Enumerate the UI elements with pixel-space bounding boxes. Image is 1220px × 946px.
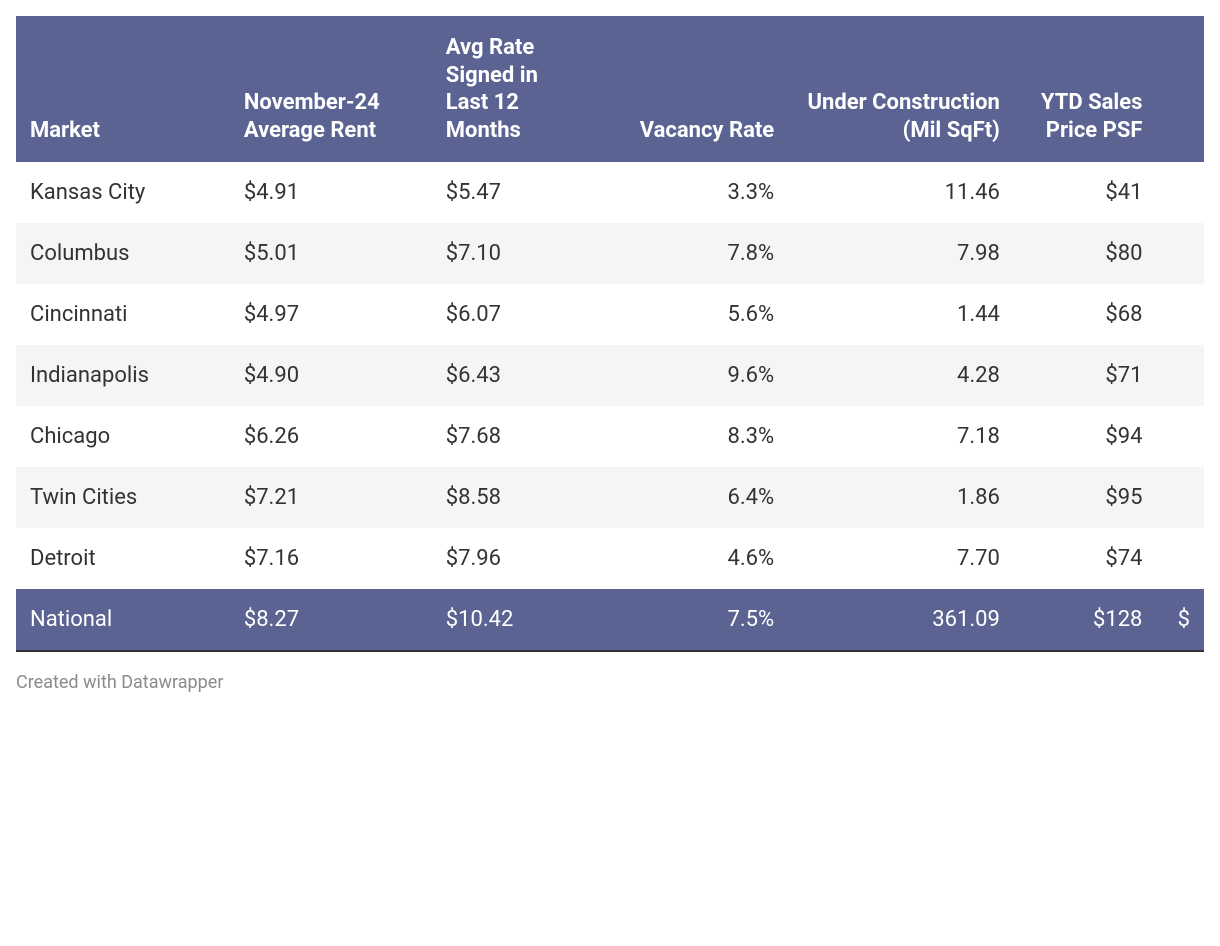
column-header: YTD Sales Price PSF — [1014, 16, 1157, 162]
table-cell — [1156, 223, 1204, 284]
table-cell: 7.8% — [598, 223, 788, 284]
table-row: Indianapolis$4.90$6.439.6%4.28$71 — [16, 345, 1204, 406]
table-cell: $80 — [1014, 223, 1157, 284]
table-cell: 4.28 — [788, 345, 1014, 406]
table-cell: $6.07 — [432, 284, 598, 345]
table-cell: $5.47 — [432, 162, 598, 223]
table-cell: $ — [1156, 589, 1204, 651]
column-header: Avg Rate Signed in Last 12 Months — [432, 16, 598, 162]
table-cell: 6.4% — [598, 467, 788, 528]
table-cell — [1156, 406, 1204, 467]
table-cell: $7.68 — [432, 406, 598, 467]
table-cell: $74 — [1014, 528, 1157, 589]
attribution-text: Created with Datawrapper — [16, 652, 1204, 693]
table-cell: 1.86 — [788, 467, 1014, 528]
table-cell: $68 — [1014, 284, 1157, 345]
table-cell: 3.3% — [598, 162, 788, 223]
table-cell: 7.70 — [788, 528, 1014, 589]
table-cell: $10.42 — [432, 589, 598, 651]
table-cell: $7.10 — [432, 223, 598, 284]
table-header: MarketNovember-24 Average RentAvg Rate S… — [16, 16, 1204, 162]
table-cell: $7.96 — [432, 528, 598, 589]
table-cell: 7.18 — [788, 406, 1014, 467]
column-header — [1156, 16, 1204, 162]
table-cell — [1156, 284, 1204, 345]
table-cell: $95 — [1014, 467, 1157, 528]
table-cell: 5.6% — [598, 284, 788, 345]
table-cell: $7.21 — [230, 467, 432, 528]
table-cell: $6.43 — [432, 345, 598, 406]
table-cell — [1156, 528, 1204, 589]
table-cell: $4.90 — [230, 345, 432, 406]
table-cell: National — [16, 589, 230, 651]
column-header: November-24 Average Rent — [230, 16, 432, 162]
table-cell: 4.6% — [598, 528, 788, 589]
table-cell: $128 — [1014, 589, 1157, 651]
table-cell: $8.58 — [432, 467, 598, 528]
total-row: National$8.27$10.427.5%361.09$128$ — [16, 589, 1204, 651]
table-cell — [1156, 162, 1204, 223]
table-cell: 9.6% — [598, 345, 788, 406]
table-cell: Indianapolis — [16, 345, 230, 406]
table-body: Kansas City$4.91$5.473.3%11.46$41Columbu… — [16, 162, 1204, 651]
table-cell: $8.27 — [230, 589, 432, 651]
table-cell: $7.16 — [230, 528, 432, 589]
table-cell: Twin Cities — [16, 467, 230, 528]
column-header: Under Construction (Mil SqFt) — [788, 16, 1014, 162]
table-cell — [1156, 345, 1204, 406]
table-row: Columbus$5.01$7.107.8%7.98$80 — [16, 223, 1204, 284]
table-cell — [1156, 467, 1204, 528]
table-cell: $6.26 — [230, 406, 432, 467]
table-cell: Chicago — [16, 406, 230, 467]
header-row: MarketNovember-24 Average RentAvg Rate S… — [16, 16, 1204, 162]
table-row: Cincinnati$4.97$6.075.6%1.44$68 — [16, 284, 1204, 345]
table-cell: Kansas City — [16, 162, 230, 223]
table-row: Chicago$6.26$7.688.3%7.18$94 — [16, 406, 1204, 467]
table-row: Twin Cities$7.21$8.586.4%1.86$95 — [16, 467, 1204, 528]
market-table: MarketNovember-24 Average RentAvg Rate S… — [16, 16, 1204, 652]
table-cell: $4.91 — [230, 162, 432, 223]
table-cell: $94 — [1014, 406, 1157, 467]
column-header: Vacancy Rate — [598, 16, 788, 162]
table-cell: $71 — [1014, 345, 1157, 406]
table-row: Detroit$7.16$7.964.6%7.70$74 — [16, 528, 1204, 589]
table-cell: $5.01 — [230, 223, 432, 284]
table-cell: 7.98 — [788, 223, 1014, 284]
table-cell: $4.97 — [230, 284, 432, 345]
table-cell: 7.5% — [598, 589, 788, 651]
table-cell: Cincinnati — [16, 284, 230, 345]
table-cell: Detroit — [16, 528, 230, 589]
column-header: Market — [16, 16, 230, 162]
table-cell: $41 — [1014, 162, 1157, 223]
table-cell: 8.3% — [598, 406, 788, 467]
table-cell: 1.44 — [788, 284, 1014, 345]
table-cell: 361.09 — [788, 589, 1014, 651]
table-cell: Columbus — [16, 223, 230, 284]
table-row: Kansas City$4.91$5.473.3%11.46$41 — [16, 162, 1204, 223]
table-cell: 11.46 — [788, 162, 1014, 223]
market-table-container: MarketNovember-24 Average RentAvg Rate S… — [16, 16, 1204, 693]
